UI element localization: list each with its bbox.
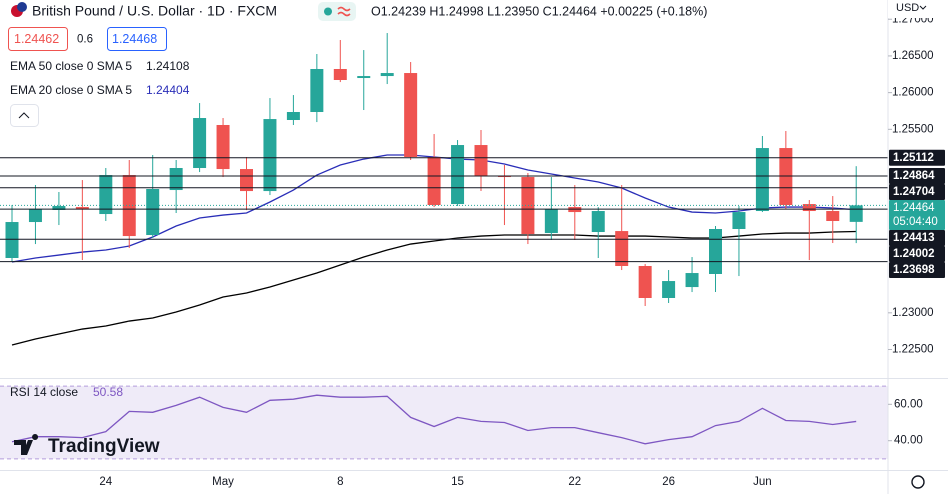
symbol: British Pound / U.S. Dollar · 1D · FXCM bbox=[32, 3, 277, 19]
candle-body bbox=[544, 209, 558, 234]
market-open-dot bbox=[324, 7, 332, 16]
candle-body bbox=[662, 281, 676, 298]
level-label-box bbox=[889, 168, 945, 185]
candle-body bbox=[826, 211, 840, 222]
candle-body bbox=[99, 175, 113, 215]
y-tick-label: 1.25500 bbox=[892, 123, 934, 135]
legend: British Pound / U.S. Dollar · 1D · FXCM … bbox=[8, 0, 948, 489]
indicator-value: 1.24404 bbox=[146, 83, 190, 97]
spread: 0.6 bbox=[77, 34, 93, 46]
candle-body bbox=[5, 222, 19, 258]
x-tick-label: Jun bbox=[753, 476, 772, 488]
price-label-box bbox=[889, 200, 945, 231]
level-label: 1.24413 bbox=[893, 232, 935, 244]
chevron-up bbox=[18, 112, 30, 119]
candle-body bbox=[591, 211, 605, 233]
candle-body bbox=[216, 124, 230, 170]
buy-button[interactable] bbox=[107, 27, 167, 51]
delay-icon bbox=[337, 6, 351, 17]
rsi-value: 50.58 bbox=[93, 385, 123, 399]
level-label: 1.25112 bbox=[893, 152, 934, 164]
level-label-box bbox=[889, 184, 945, 201]
x-tick-label: May bbox=[212, 476, 234, 488]
level-label: 1.23698 bbox=[893, 264, 935, 276]
candle-body bbox=[310, 68, 324, 113]
ohlc: O1.24239 H1.24998 L1.23950 C1.24464 +0.0… bbox=[371, 4, 707, 18]
candle-body bbox=[497, 176, 511, 178]
y-tick-label: 1.22500 bbox=[892, 344, 934, 356]
candle-body bbox=[521, 177, 535, 234]
x-tick-label: 26 bbox=[662, 476, 675, 488]
rsi-name: RSI 14 close bbox=[10, 385, 78, 399]
candle-body bbox=[779, 148, 793, 206]
candle-body bbox=[755, 148, 769, 212]
indicator-line bbox=[11, 394, 857, 445]
candle-body bbox=[685, 273, 699, 288]
indicator-name: EMA 20 close 0 SMA 5 bbox=[10, 83, 132, 97]
logo: TradingView bbox=[48, 436, 160, 457]
level-label: 1.24704 bbox=[893, 186, 935, 198]
candle-body bbox=[146, 189, 160, 236]
y-tick-label: 1.26000 bbox=[892, 87, 934, 99]
flag-icon bbox=[17, 2, 27, 12]
candle-body bbox=[263, 119, 277, 192]
candle-body bbox=[427, 156, 441, 206]
y-tick-label: 60.00 bbox=[894, 398, 923, 410]
y-tick-label: 1.26500 bbox=[892, 50, 934, 62]
indicator-name: EMA 50 close 0 SMA 5 bbox=[10, 59, 132, 73]
countdown: 05:04:40 bbox=[893, 216, 938, 228]
candle-body bbox=[333, 68, 347, 81]
candle-body bbox=[193, 118, 207, 169]
x-tick-label: 15 bbox=[451, 476, 464, 488]
candle-body bbox=[75, 207, 89, 210]
collapse-button[interactable] bbox=[10, 104, 39, 127]
level-label-box bbox=[889, 246, 945, 263]
level-label-box bbox=[889, 149, 945, 166]
sell-button[interactable] bbox=[8, 27, 68, 51]
candle-body bbox=[474, 145, 488, 177]
y-tick-label: 1.23000 bbox=[892, 307, 934, 319]
candle-body bbox=[404, 73, 418, 157]
buy-price[interactable]: 1.24468 bbox=[112, 32, 157, 46]
x-tick-label: 22 bbox=[568, 476, 581, 488]
candle-body bbox=[52, 206, 66, 210]
candle-body bbox=[380, 73, 394, 77]
sell-price[interactable]: 1.24462 bbox=[14, 32, 59, 46]
candle-body bbox=[286, 112, 300, 121]
candle-body bbox=[357, 76, 371, 79]
x-tick-label: 24 bbox=[99, 476, 112, 488]
candle-body bbox=[169, 168, 183, 191]
currency-box bbox=[888, 0, 948, 18]
level-label: 1.24864 bbox=[893, 170, 935, 182]
logo-icon bbox=[14, 434, 39, 455]
candle-body bbox=[849, 205, 863, 222]
currency[interactable]: USD bbox=[896, 2, 919, 14]
panes bbox=[0, 33, 888, 460]
y-tick-label: 40.00 bbox=[894, 435, 923, 447]
candle-body bbox=[615, 231, 629, 266]
x-tick-label: 8 bbox=[337, 476, 343, 488]
level-label-box bbox=[889, 262, 945, 279]
currency-chevron bbox=[919, 5, 927, 10]
candle-body bbox=[709, 229, 722, 274]
candle-body bbox=[240, 169, 253, 192]
candle-body bbox=[802, 204, 816, 212]
settings-icon[interactable] bbox=[911, 475, 925, 489]
candle-body bbox=[451, 145, 465, 205]
candle-body bbox=[732, 212, 746, 230]
level-label: 1.24002 bbox=[893, 248, 935, 260]
candle-body bbox=[638, 265, 652, 298]
indicator-value: 1.24108 bbox=[146, 59, 190, 73]
price-label: 1.24464 bbox=[893, 202, 935, 214]
status-badge bbox=[318, 2, 356, 21]
candle-body bbox=[28, 209, 42, 223]
level-label-box bbox=[889, 230, 945, 247]
